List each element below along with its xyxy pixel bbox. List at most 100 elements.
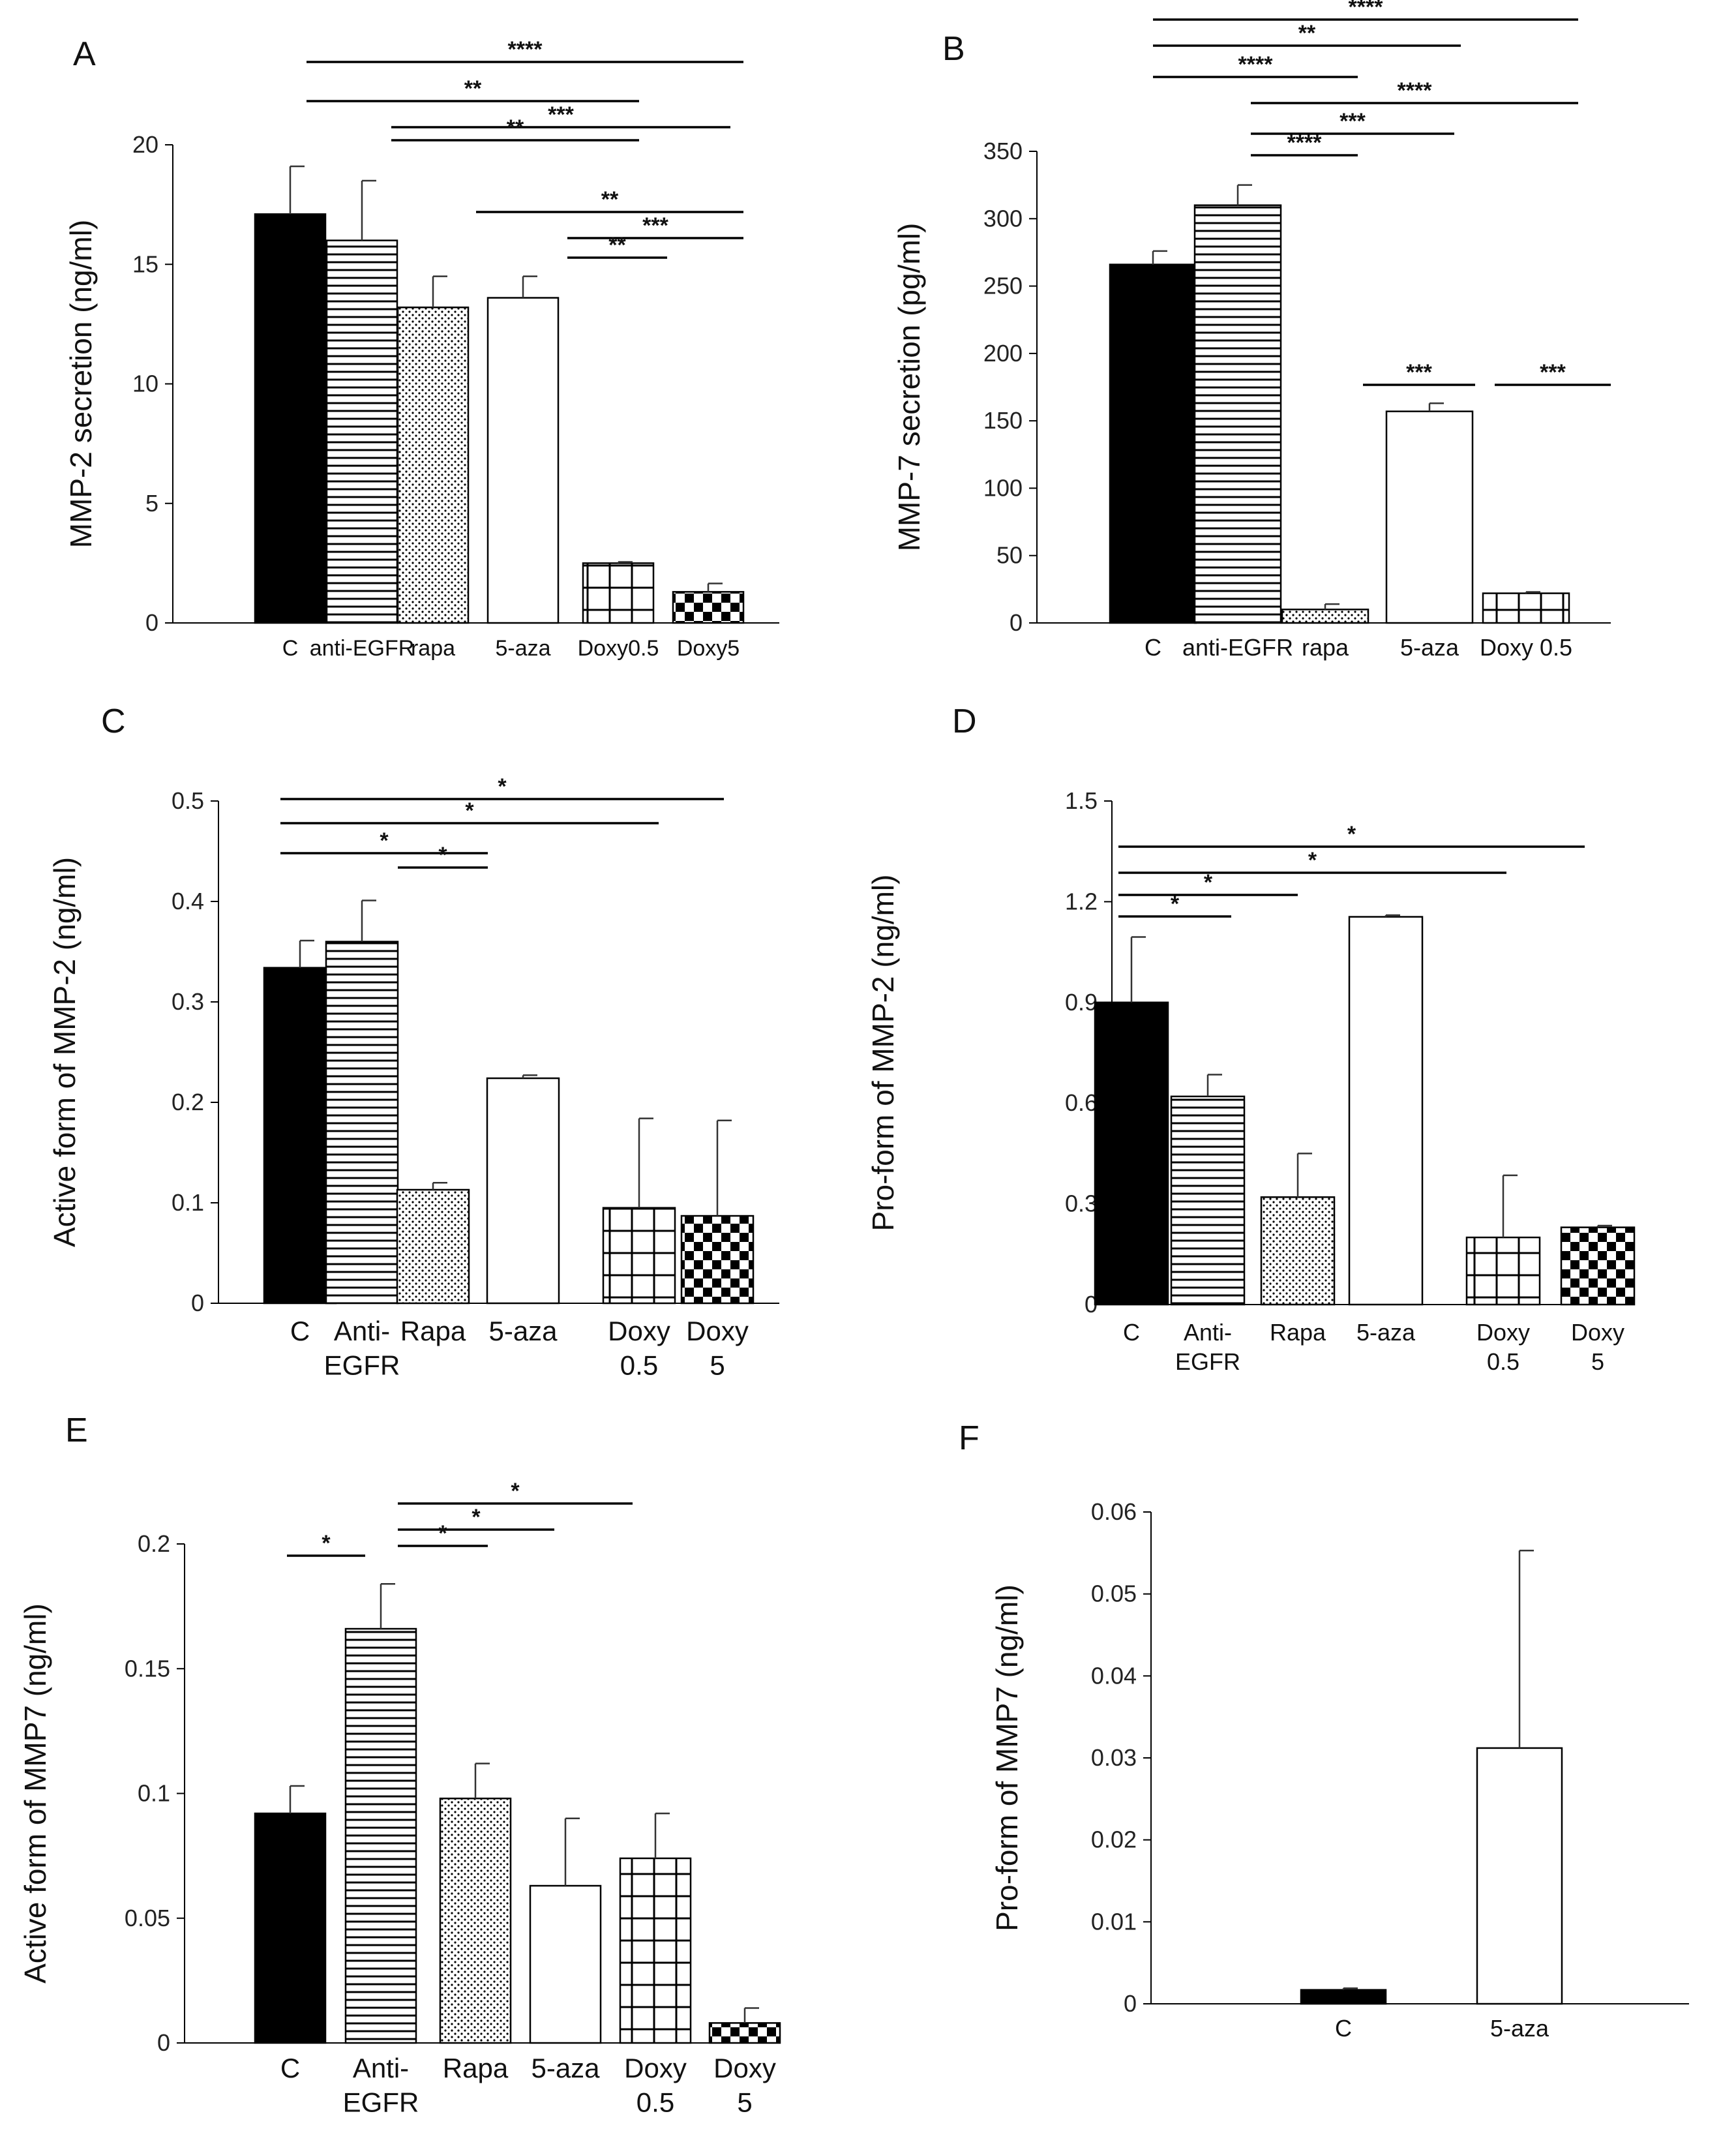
y-tick-label: 0.06 [1091, 1498, 1137, 1525]
category-label-line: Doxy0.5 [578, 636, 659, 661]
significance-label: * [1308, 848, 1317, 873]
category-label: rapa [411, 636, 455, 661]
category-label-line: Doxy [686, 1316, 749, 1346]
category-label: Anti- EGFR [324, 1316, 400, 1381]
chart-panel-f: F 0 0.01 0.02 0.03 0.04 0.05 0.06 Pro-form of MM… [959, 1419, 1689, 2042]
bar [1465, 1236, 1541, 1306]
category-label-line: Doxy 0.5 [1480, 634, 1572, 661]
category-label: Doxy 0.5 [1480, 634, 1572, 661]
bar [1109, 264, 1197, 624]
category-label-line: Rapa [400, 1316, 466, 1346]
bar [254, 213, 327, 624]
category-label-line: Doxy [608, 1316, 670, 1346]
significance-label: * [380, 828, 389, 853]
bar [1385, 410, 1474, 624]
significance-label: * [498, 774, 507, 799]
y-tick-label: 0.01 [1091, 1908, 1137, 1935]
bar [263, 967, 337, 1305]
significance-label: *** [1339, 109, 1366, 134]
y-tick-label: 0.3 [1065, 1190, 1098, 1217]
y-tick-label: 50 [996, 542, 1023, 569]
bar [325, 239, 398, 624]
y-tick-label: 250 [983, 273, 1023, 299]
bar [1348, 916, 1424, 1306]
category-label: C [280, 2053, 300, 2083]
category-label: Rapa [1270, 1319, 1326, 1346]
category-label: Doxy0.5 [578, 636, 659, 661]
category-label: C [1335, 2015, 1352, 2042]
category-label-line: 0.5 [620, 1350, 658, 1381]
y-tick-label: 0 [145, 609, 158, 636]
category-label-line: C [1123, 1319, 1140, 1346]
bar [1560, 1226, 1636, 1306]
y-tick-label: 350 [983, 138, 1023, 164]
significance-label: ** [1298, 21, 1316, 46]
category-label-line: 5-aza [531, 2053, 600, 2083]
bar [708, 2022, 781, 2044]
category-label: C [1145, 634, 1161, 661]
category-label: anti-EGFR [310, 636, 415, 661]
bar [344, 1627, 417, 2044]
category-label-line: 5 [737, 2087, 752, 2118]
y-tick-label: 0 [1010, 609, 1023, 636]
significance-label: **** [1287, 130, 1323, 155]
category-label-line: EGFR [343, 2087, 419, 2118]
y-tick-label: 0 [157, 2029, 170, 2056]
bar [582, 562, 655, 624]
y-tick-label: 0.05 [1091, 1580, 1137, 1607]
category-label-line: rapa [1302, 634, 1349, 661]
category-label-line: Anti- [1184, 1319, 1232, 1346]
category-label-line: rapa [411, 636, 455, 661]
y-tick-label: 0.1 [172, 1189, 204, 1216]
significance-label: *** [642, 213, 668, 238]
bar [486, 1077, 560, 1305]
y-tick-label: 0.02 [1091, 1826, 1137, 1853]
y-tick-label: 0 [1124, 1990, 1137, 2017]
bar [1482, 592, 1570, 624]
y-tick-label: 100 [983, 474, 1023, 501]
y-tick-label: 0.2 [172, 1089, 204, 1115]
category-label-line: anti-EGFR [1182, 634, 1293, 661]
category-label: 5-aza [488, 1316, 558, 1346]
category-label-line: Rapa [443, 2053, 509, 2083]
y-tick-label: 20 [132, 131, 158, 158]
y-tick-label: 0.1 [138, 1780, 170, 1807]
category-label: 5-aza [1356, 1319, 1416, 1346]
panel-letter: B [942, 30, 965, 68]
category-label-line: C [1145, 634, 1161, 661]
category-label: 5-aza [531, 2053, 600, 2083]
bar [1476, 1747, 1563, 2005]
bar [1260, 1196, 1336, 1306]
category-label-line: Anti- [334, 1316, 390, 1346]
panel-letter: A [73, 35, 96, 73]
y-tick-label: 0.15 [125, 1655, 170, 1682]
y-tick-label: 0.4 [172, 888, 204, 914]
category-label-line: 5-aza [1400, 634, 1459, 661]
category-label: 5-aza [1490, 2015, 1549, 2042]
y-tick-label: 0.04 [1091, 1662, 1137, 1689]
category-label: Anti-EGFR [1175, 1319, 1240, 1375]
significance-label: * [322, 1531, 331, 1556]
bar [672, 591, 745, 624]
category-label-line: 5-aza [495, 636, 550, 661]
bar [529, 1884, 602, 2044]
y-axis-label: Active form of MMP-2 (ng/ml) [48, 857, 82, 1247]
category-label-line: Doxy [1571, 1319, 1624, 1346]
significance-label: * [438, 1521, 447, 1546]
significance-label: * [438, 843, 447, 868]
bar [1170, 1095, 1246, 1306]
category-label: Rapa [400, 1316, 466, 1346]
significance-label: *** [1540, 360, 1566, 385]
bar [680, 1215, 755, 1305]
significance-label: *** [1406, 360, 1432, 385]
category-label-line: EGFR [324, 1350, 400, 1381]
category-label-line: Doxy [624, 2053, 687, 2083]
significance-label: **** [1349, 0, 1384, 20]
